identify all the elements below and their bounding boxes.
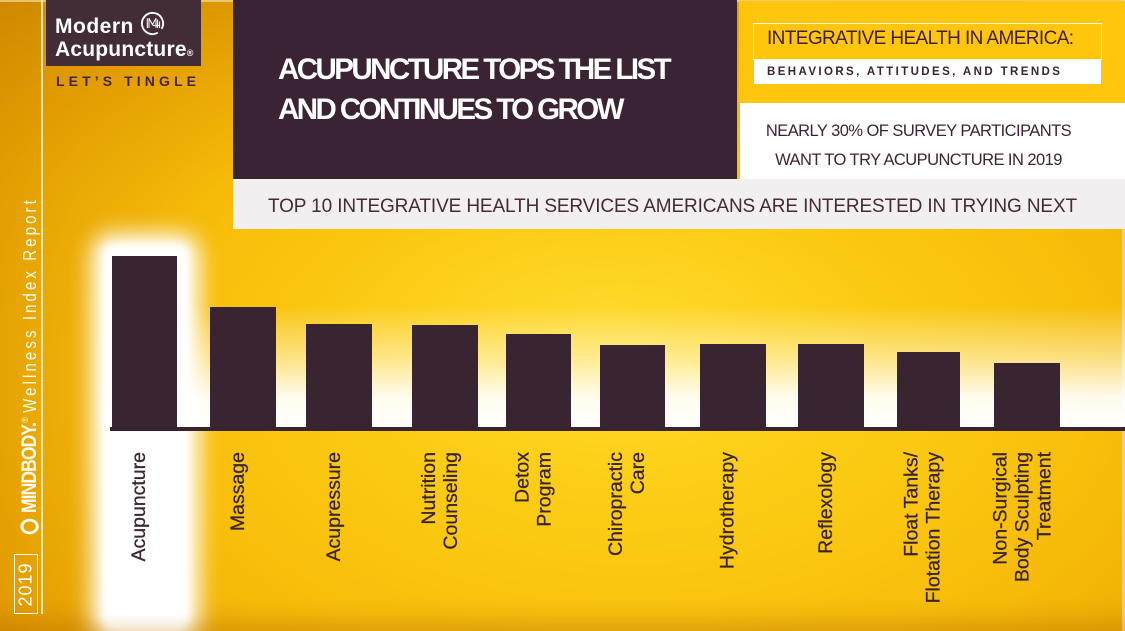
svg-text:Treatment: Treatment	[1034, 451, 1056, 540]
svg-text:Chiropractic: Chiropractic	[605, 452, 627, 556]
svg-text:Counseling: Counseling	[440, 452, 462, 550]
svg-text:Body Sculpting: Body Sculpting	[1012, 452, 1034, 582]
svg-text:Detox: Detox	[512, 452, 534, 503]
svg-text:Hydrotherapy: Hydrotherapy	[717, 452, 739, 569]
svg-text:Nutrition: Nutrition	[418, 452, 440, 525]
svg-text:Care: Care	[627, 452, 649, 494]
svg-text:Acupuncture: Acupuncture	[128, 452, 150, 562]
svg-text:Program: Program	[534, 452, 556, 527]
svg-text:Reflexology: Reflexology	[815, 452, 837, 554]
svg-text:Acupressure: Acupressure	[323, 452, 345, 561]
svg-text:Flotation Therapy: Flotation Therapy	[923, 452, 945, 604]
svg-text:Float Tanks/: Float Tanks/	[901, 451, 923, 556]
svg-text:Massage: Massage	[227, 452, 249, 531]
svg-text:Non-Surgical: Non-Surgical	[990, 452, 1012, 565]
